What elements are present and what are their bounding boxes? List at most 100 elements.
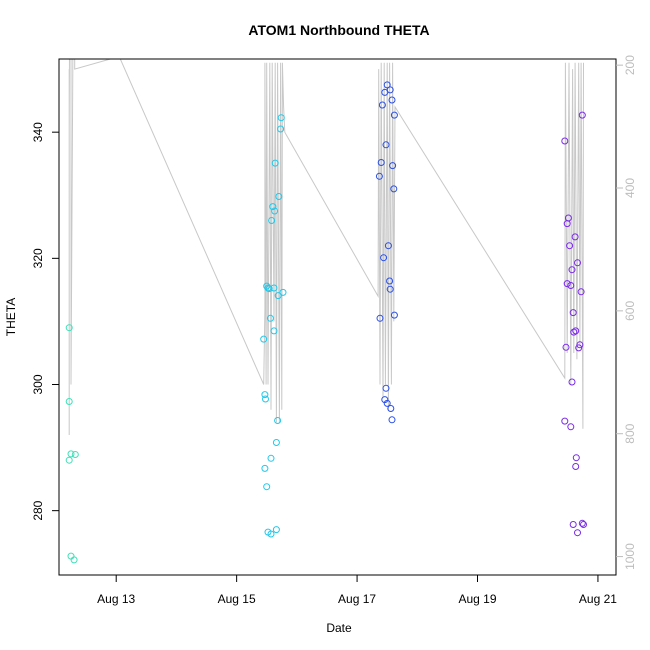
data-point [576,341,584,349]
data-point [267,530,275,538]
data-point [567,423,575,431]
data-point [378,101,386,109]
y-axis-label: THETA [4,298,18,336]
data-point [261,464,269,472]
data-point [569,309,577,317]
series-2 [375,81,398,424]
data-point [262,395,269,403]
data-point [71,451,79,458]
data-point [563,280,571,288]
data-point [266,314,274,322]
data-point [65,324,73,332]
data-point [570,328,578,336]
data-point [578,111,586,119]
data-point [574,259,581,267]
data-point [566,242,574,250]
data-point [383,399,391,407]
data-point [270,327,278,335]
data-point [268,217,276,224]
points-layer [65,81,587,564]
data-point [265,285,273,293]
data-point [577,288,585,296]
x-tick-label: Aug 19 [458,592,496,606]
data-point [65,456,73,464]
data-point [382,384,390,392]
data-point [561,137,569,145]
chart-title: ATOM1 Northbound THETA [248,22,429,38]
data-point [564,214,572,222]
line-layer [68,59,584,435]
series-0 [65,324,79,564]
data-point [386,285,394,293]
data-point [388,96,396,104]
y2-tick-label: 600 [623,301,637,321]
data-point [274,292,282,300]
data-point [572,463,580,470]
data-point [272,439,280,446]
data-point [261,391,269,399]
data-point [568,266,576,274]
data-point [386,277,394,285]
data-point [67,552,75,560]
y-tick-label: 300 [31,374,45,394]
data-point [384,242,392,250]
y2-tick-label: 200 [623,55,637,75]
x-tick-label: Aug 17 [338,592,376,606]
x-axis-label: Date [326,621,352,635]
data-point [272,526,280,534]
series-3 [561,111,587,537]
plot-frame [58,58,617,576]
data-point [381,396,389,404]
x-tick-label: Aug 13 [97,592,135,606]
data-point [277,114,285,122]
axes-layer: Aug 13 Aug 15 Aug 17 Aug 19 Aug 21 280 300 320 3… [31,55,637,606]
data-point [377,159,385,166]
data-point [567,282,575,289]
data-point [277,125,285,133]
data-point [578,519,586,527]
data-point [386,86,394,94]
data-point [388,416,396,424]
data-point [263,483,271,491]
data-point [572,327,580,335]
y-tick-label: 320 [31,248,45,268]
data-point [70,556,78,564]
data-point [572,454,580,462]
data-point [390,311,398,319]
y-tick-label: 340 [31,122,45,142]
data-point [375,172,383,180]
data-point [562,343,570,351]
data-point [260,335,268,343]
data-point [390,111,398,119]
x-tick-label: Aug 21 [579,592,617,606]
data-point [574,529,581,537]
data-point [65,398,73,405]
x-tick-label: Aug 15 [218,592,256,606]
data-point [270,284,278,292]
data-point [376,314,384,322]
y-tick-label: 280 [31,500,45,520]
data-point [382,141,390,149]
data-point [271,159,279,167]
data-point [267,454,275,462]
data-point [389,162,397,170]
data-point [575,344,583,352]
data-point [569,521,577,528]
data-point [571,233,579,241]
data-point [568,378,576,386]
trace-line [68,59,584,435]
data-point [67,450,75,458]
data-point [390,185,398,193]
data-point [275,193,283,200]
data-point [269,203,277,211]
series-1 [260,114,287,538]
data-point [561,417,569,425]
data-point [380,254,388,262]
data-point [580,521,587,528]
data-point [279,288,287,296]
y2-tick-label: 1000 [623,543,637,570]
data-point [271,207,279,215]
y2-tick-label: 400 [623,178,637,198]
data-point [387,405,395,412]
